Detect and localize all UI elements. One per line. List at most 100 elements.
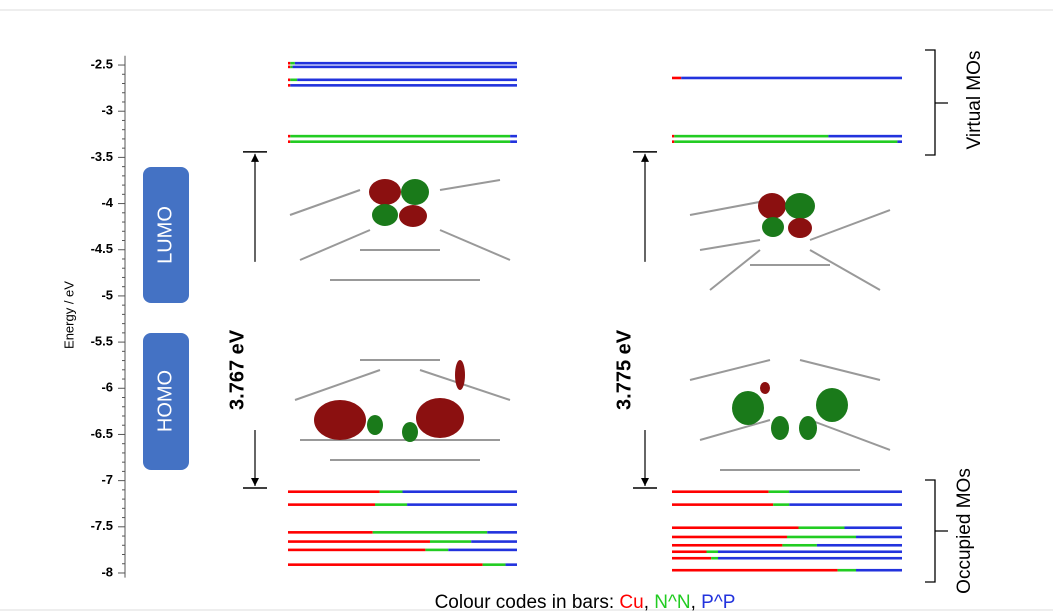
- level-segment: [487, 531, 517, 534]
- level-segment: [845, 526, 903, 529]
- level-segment: [295, 62, 517, 65]
- y-tick-label: -5: [101, 287, 113, 302]
- level-segment: [672, 569, 838, 572]
- level-segment: [897, 140, 902, 143]
- level-segment: [799, 526, 845, 529]
- level-segment: [672, 135, 674, 138]
- level-segment: [288, 563, 483, 566]
- level-segment: [448, 549, 517, 552]
- level-segment: [288, 140, 290, 143]
- legend: Colour codes in bars: Cu, N^N, P^P: [435, 592, 736, 613]
- level-segment: [380, 490, 403, 493]
- level-segment: [672, 536, 787, 539]
- level-segment: [293, 66, 517, 69]
- y-tick-label: -7.5: [91, 518, 113, 533]
- y-tick-label: -7: [101, 472, 113, 487]
- level-segment: [290, 62, 295, 65]
- level-segment: [856, 569, 902, 572]
- level-segment: [789, 503, 902, 506]
- level-segment: [718, 550, 902, 553]
- y-tick-label: -8: [101, 564, 113, 579]
- level-segment: [290, 66, 292, 69]
- y-tick-label: -3.5: [91, 149, 113, 164]
- level-segment: [773, 503, 789, 506]
- level-segment: [290, 140, 510, 143]
- level-segment: [718, 557, 902, 560]
- legend-entry: Cu: [619, 592, 643, 613]
- level-segment: [288, 66, 290, 69]
- level-segment: [672, 526, 799, 529]
- level-segment: [674, 140, 897, 143]
- gap-label: 3.767 eV: [226, 329, 248, 410]
- level-segment: [769, 490, 790, 493]
- y-axis-title: Energy / eV: [61, 281, 76, 349]
- level-segment: [711, 557, 718, 560]
- lumo-label: LUMO: [154, 206, 176, 264]
- legend-entry: N^N: [654, 592, 690, 613]
- level-segment: [672, 77, 681, 80]
- level-segment: [817, 544, 902, 547]
- level-segment: [297, 79, 517, 82]
- level-segment: [506, 563, 517, 566]
- level-segment: [681, 77, 902, 80]
- level-segment: [483, 563, 506, 566]
- level-segment: [288, 62, 290, 65]
- y-tick-label: -6: [101, 380, 113, 395]
- level-segment: [373, 531, 488, 534]
- y-tick-label: -2.5: [91, 56, 113, 71]
- level-segment: [288, 531, 373, 534]
- bracket-virtual: [925, 50, 948, 155]
- level-segment: [787, 536, 856, 539]
- level-segment: [672, 550, 707, 553]
- level-segment: [782, 544, 817, 547]
- group-label: Occupied MOs: [954, 468, 975, 594]
- arrow-head: [251, 478, 259, 486]
- y-tick-label: -4: [101, 195, 113, 210]
- level-segment: [288, 79, 290, 82]
- level-segment: [828, 135, 902, 138]
- y-tick-label: -3: [101, 103, 113, 118]
- arrow-head: [641, 154, 649, 162]
- level-segment: [290, 79, 297, 82]
- molecule-homo-left: [295, 360, 510, 460]
- y-tick-label: -5.5: [91, 334, 113, 349]
- arrow-head: [641, 478, 649, 486]
- level-segment: [672, 557, 711, 560]
- level-segment: [707, 550, 719, 553]
- level-segment: [838, 569, 856, 572]
- level-segment: [856, 536, 902, 539]
- chart: Energy / eV LUMO HOMO Virtual MOs Occupi…: [0, 0, 1053, 614]
- gap-label: 3.775 eV: [613, 329, 635, 410]
- level-segment: [375, 503, 407, 506]
- level-segment: [471, 540, 517, 543]
- level-segment: [288, 540, 430, 543]
- molecule-homo-right: [690, 360, 890, 470]
- level-segment: [672, 544, 782, 547]
- y-tick-label: -4.5: [91, 241, 113, 256]
- homo-label: HOMO: [154, 370, 176, 432]
- level-segment: [789, 490, 902, 493]
- bracket-occupied: [925, 480, 948, 582]
- level-segment: [403, 490, 518, 493]
- arrow-head: [251, 154, 259, 162]
- level-segment: [288, 503, 375, 506]
- level-segment: [288, 490, 380, 493]
- level-segment: [290, 135, 510, 138]
- level-segment: [510, 135, 517, 138]
- level-segment: [288, 135, 290, 138]
- molecule-lumo-right: [690, 193, 890, 290]
- level-segment: [672, 503, 773, 506]
- group-label: Virtual MOs: [964, 51, 985, 150]
- molecule-lumo-left: [290, 179, 510, 280]
- y-tick-label: -6.5: [91, 426, 113, 441]
- level-segment: [290, 84, 517, 87]
- level-segment: [510, 140, 517, 143]
- level-segment: [288, 549, 425, 552]
- legend-prefix: Colour codes in bars:: [435, 592, 615, 613]
- level-segment: [407, 503, 517, 506]
- level-segment: [672, 140, 674, 143]
- legend-entry: P^P: [701, 592, 735, 613]
- level-segment: [425, 549, 448, 552]
- level-segment: [288, 84, 290, 87]
- level-segment: [674, 135, 828, 138]
